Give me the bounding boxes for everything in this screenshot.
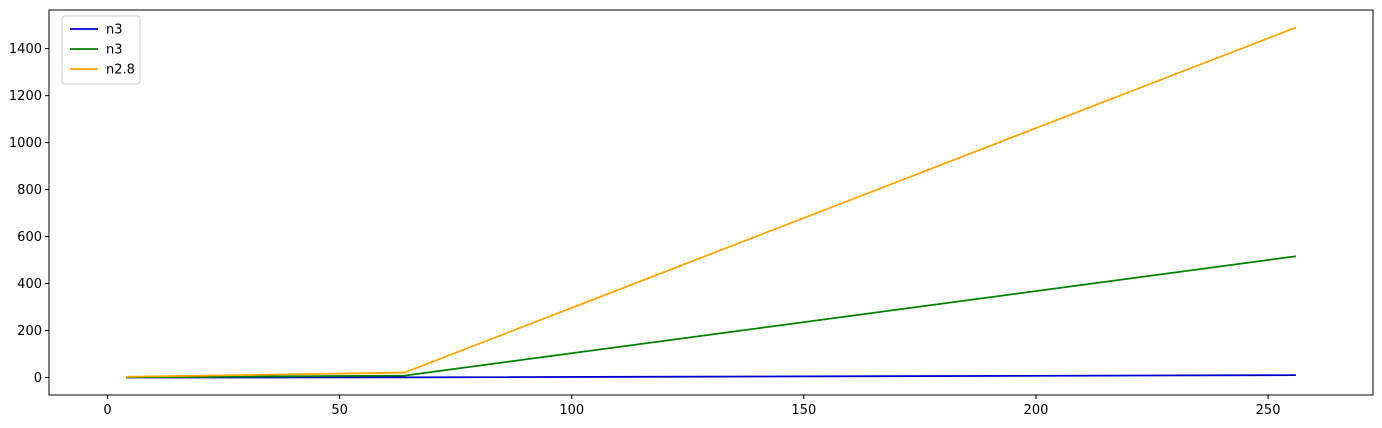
- x-tick-label: 100: [559, 403, 584, 418]
- y-axis-ticks: 0 200 400 600 800 1000 1200 1400: [9, 42, 49, 386]
- series-line-2: [126, 26, 1297, 378]
- plot-area: [49, 10, 1373, 395]
- series-layer: [126, 26, 1297, 379]
- legend: n3 n3 n2.8: [61, 15, 141, 85]
- y-tick-label: 1000: [9, 136, 42, 151]
- y-tick-label: 0: [34, 371, 42, 386]
- y-tick-label: 1400: [9, 42, 42, 57]
- legend-label-1: n3: [106, 43, 123, 58]
- y-tick-label: 400: [17, 277, 42, 292]
- plot-frame: [48, 9, 1374, 396]
- x-tick-label: 0: [103, 403, 111, 418]
- series-line-1: [126, 255, 1297, 379]
- y-tick-label: 1200: [9, 89, 42, 104]
- legend-label-2: n2.8: [106, 63, 135, 78]
- x-axis-ticks: 0 50 100 150 200 250: [103, 395, 1280, 418]
- y-tick-label: 200: [17, 324, 42, 339]
- legend-box: [61, 15, 141, 85]
- y-tick-label: 800: [17, 183, 42, 198]
- x-tick-label: 50: [331, 403, 348, 418]
- y-tick-label: 600: [17, 230, 42, 245]
- x-tick-label: 150: [791, 403, 816, 418]
- x-tick-label: 200: [1024, 403, 1049, 418]
- legend-label-0: n3: [106, 23, 123, 38]
- x-tick-label: 250: [1256, 403, 1281, 418]
